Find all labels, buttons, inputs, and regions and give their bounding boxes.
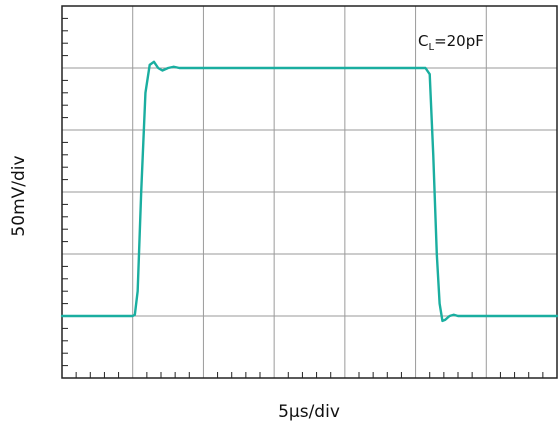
annotation-main: C bbox=[418, 32, 428, 50]
minor-ticks bbox=[62, 17, 544, 378]
grid bbox=[62, 6, 557, 378]
load-capacitance-annotation: CL=20pF bbox=[418, 32, 484, 53]
waveform-trace bbox=[60, 60, 559, 323]
plot-frame bbox=[61, 5, 558, 379]
annotation-subscript: L bbox=[428, 42, 434, 53]
y-axis-label: 50mV/div bbox=[9, 155, 29, 236]
annotation-value: =20pF bbox=[434, 32, 484, 50]
x-axis-label: 5µs/div bbox=[278, 402, 340, 422]
